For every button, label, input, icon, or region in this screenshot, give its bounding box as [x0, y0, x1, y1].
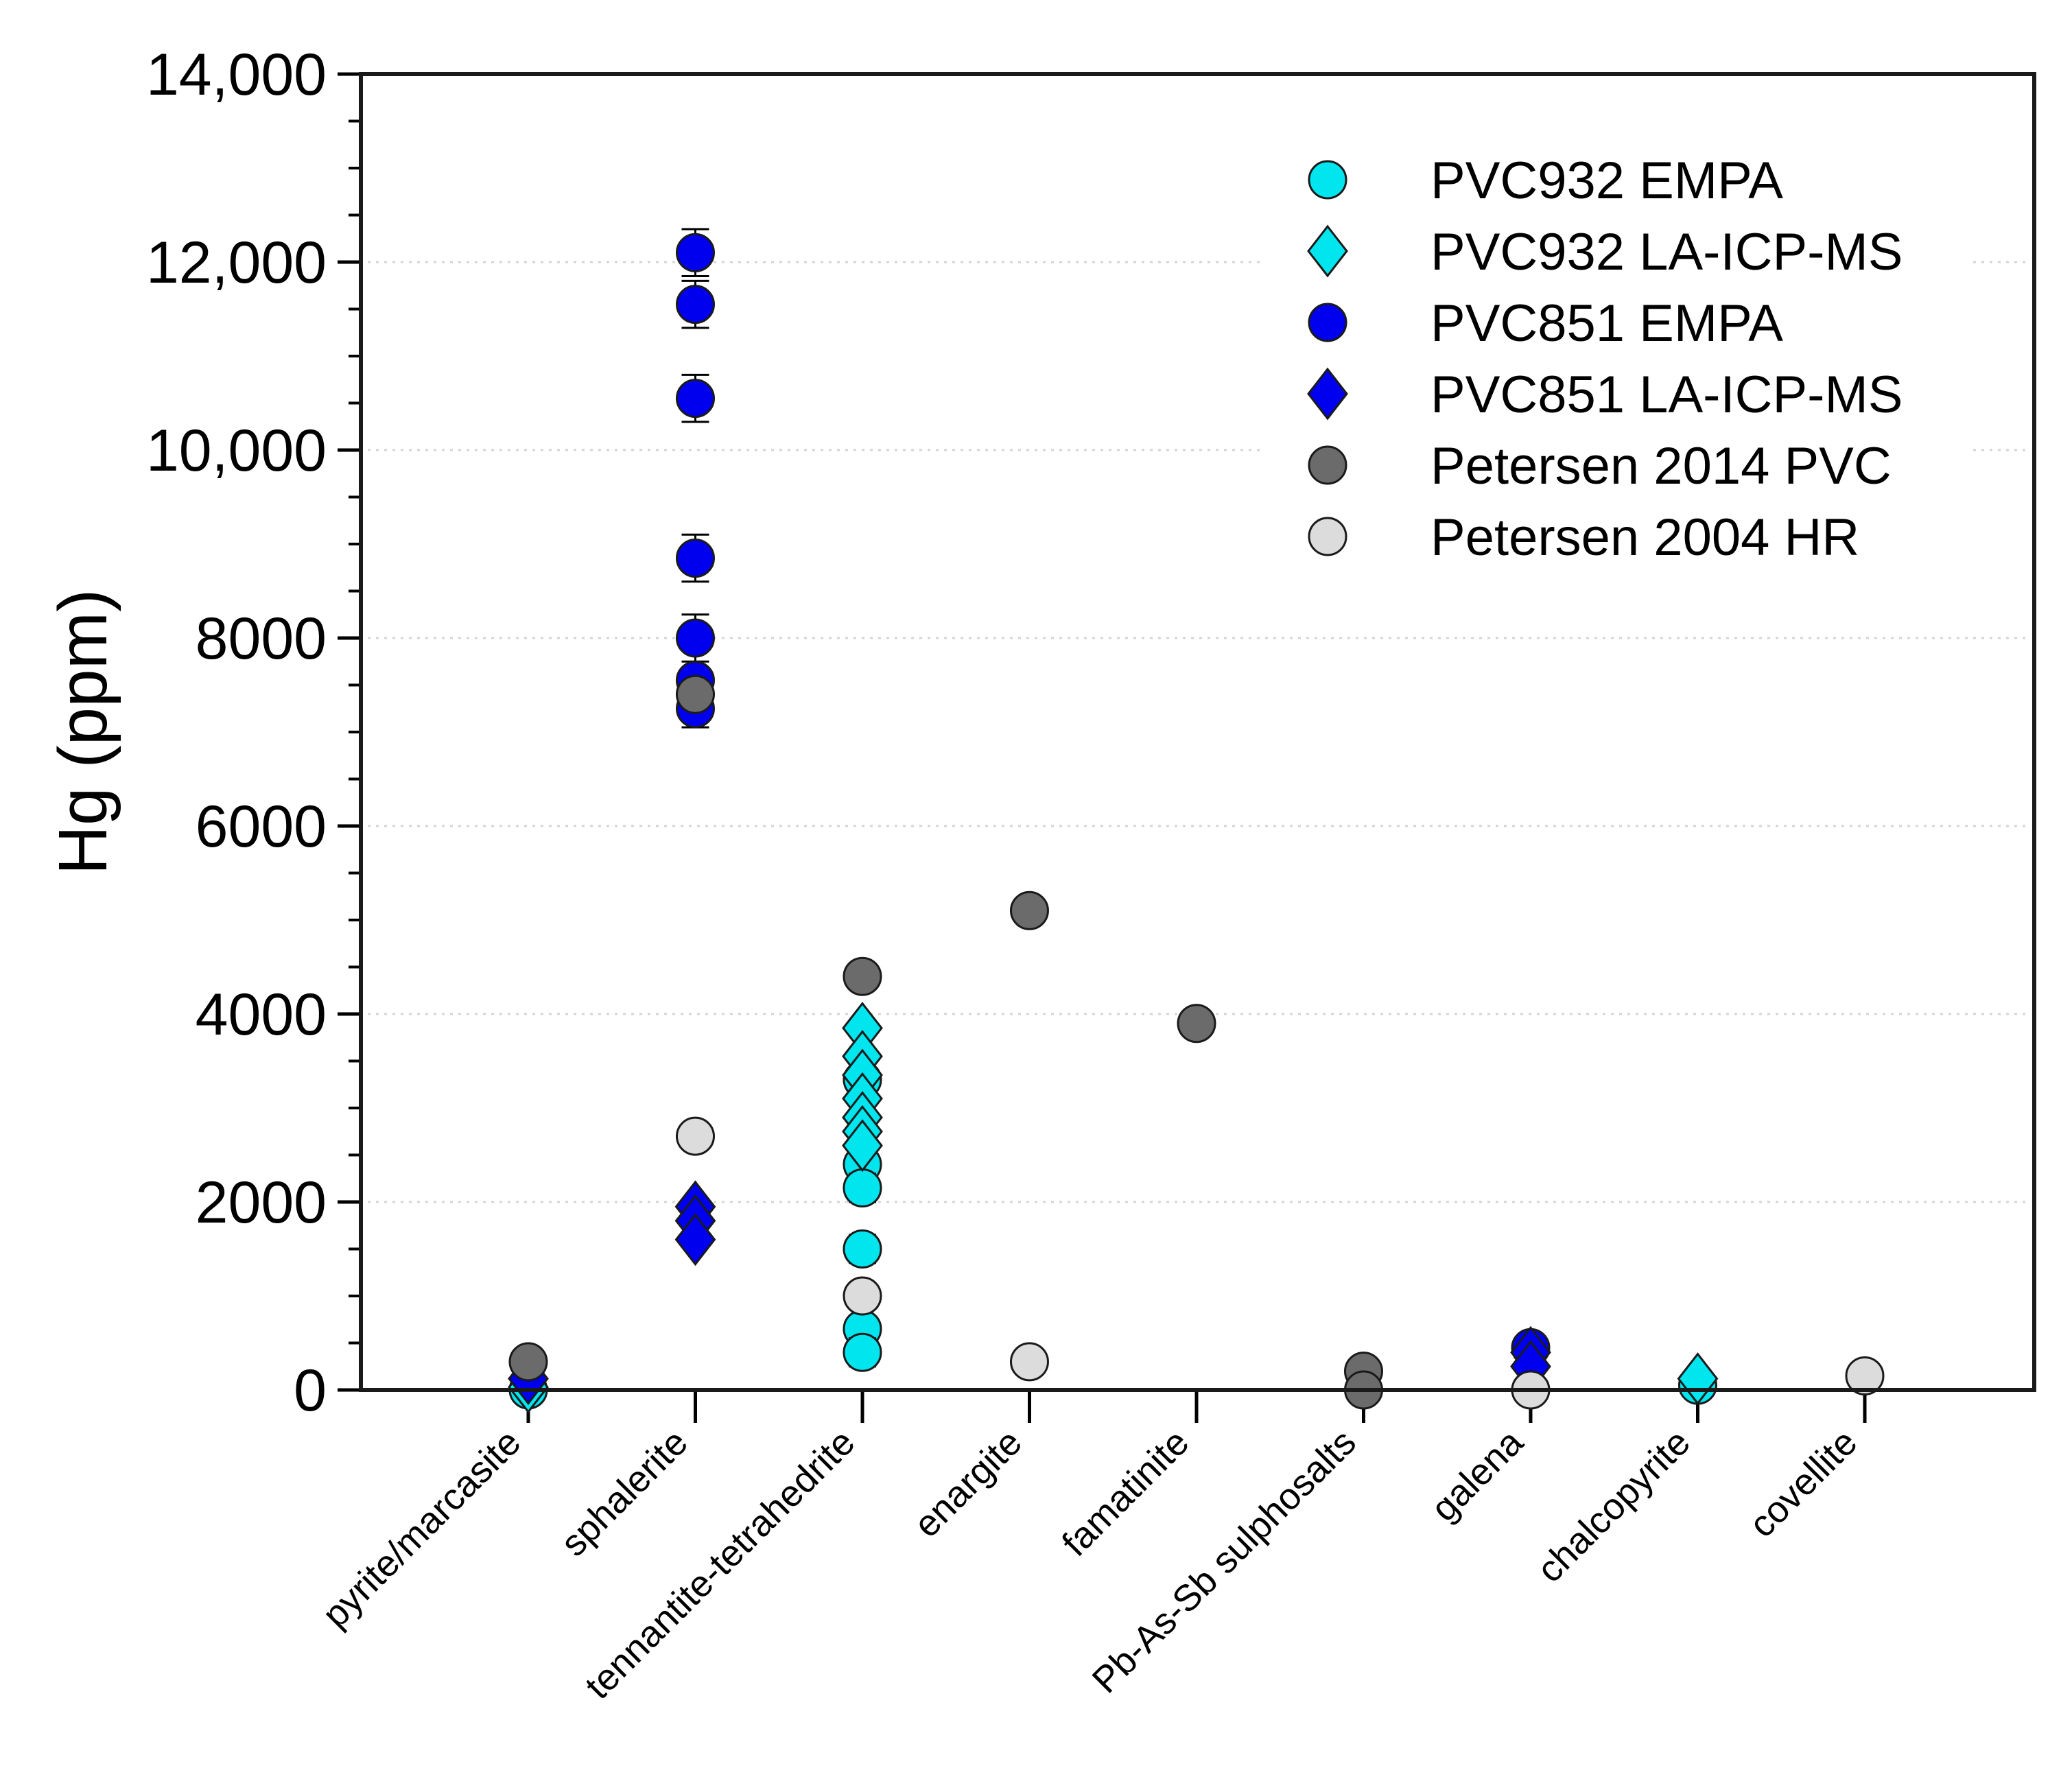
y-tick-label-2000: 2000	[196, 1170, 327, 1236]
legend-marker-pvc932-la-icp-ms	[1307, 224, 1348, 278]
data-point-pvc851-empa	[676, 539, 715, 578]
data-point-pvc851-empa	[676, 285, 715, 325]
y-tick-label-6000: 6000	[196, 794, 327, 860]
y-tick-label-0: 0	[294, 1358, 327, 1424]
legend-label-pvc932-empa: PVC932 EMPA	[1430, 152, 1783, 210]
legend-marker-petersen-2014-pvc	[1308, 445, 1347, 485]
x-tick-label-galena: galena	[1423, 1421, 1531, 1529]
x-tick-label-enargite: enargite	[906, 1422, 1030, 1545]
plot-frame	[359, 72, 2036, 1392]
data-marks	[508, 228, 1885, 1414]
legend-marker-pvc851-la-icp-ms	[1307, 367, 1348, 421]
series-petersen-2004-hr	[676, 1116, 1885, 1410]
series-petersen-2014-pvc	[508, 674, 1383, 1410]
data-point-petersen-2014-pvc	[1010, 891, 1049, 930]
x-tick-label-covellite: covellite	[1741, 1422, 1865, 1545]
data-point-pvc932-empa	[843, 1332, 882, 1372]
y-tick-label-4000: 4000	[196, 982, 327, 1048]
data-point-petersen-2014-pvc	[843, 956, 882, 996]
y-tick-label-8000: 8000	[196, 606, 327, 672]
data-point-pvc932-empa	[843, 1229, 882, 1269]
x-tick-label-famatinite: famatinite	[1055, 1422, 1197, 1564]
data-point-pvc932-empa	[843, 1168, 882, 1207]
data-point-pvc851-empa	[676, 233, 715, 272]
legend-label-pvc851-la-icp-ms: PVC851 LA-ICP-MS	[1430, 366, 1903, 424]
y-tick-label-10000: 10,000	[146, 418, 327, 484]
y-tick-label-14000: 14,000	[146, 42, 327, 108]
data-point-petersen-2004-hr	[1845, 1356, 1885, 1395]
data-point-petersen-2014-pvc	[508, 1342, 548, 1382]
legend-label-pvc932-la-icp-ms: PVC932 LA-ICP-MS	[1430, 223, 1903, 281]
data-point-pvc851-la-icp-ms	[674, 1213, 716, 1266]
data-point-petersen-2004-hr	[676, 1116, 715, 1156]
data-point-pvc932-la-icp-ms	[842, 1119, 883, 1172]
series-pvc932-la-icp-ms	[508, 1002, 1719, 1414]
legend: PVC932 EMPA PVC932 LA-ICP-MS PVC851 EMPA PV…	[1262, 137, 1969, 576]
legend-background	[1262, 137, 1969, 576]
data-point-petersen-2004-hr	[1010, 1342, 1049, 1382]
legend-marker-pvc851-empa	[1308, 303, 1347, 342]
legend-label-pvc851-empa: PVC851 EMPA	[1430, 294, 1783, 353]
x-tick-label-tennantite-tetrahedrite: tennantite-tetrahedrite	[577, 1422, 862, 1707]
x-tick-label-sphalerite: sphalerite	[553, 1422, 696, 1564]
data-point-petersen-2014-pvc	[1177, 1004, 1216, 1044]
y-tick-label-12000: 12,000	[146, 230, 327, 296]
x-tick-label-chalcopyrite: chalcopyrite	[1529, 1422, 1698, 1590]
legend-label-petersen-2004-hr: Petersen 2004 HR	[1430, 508, 1859, 567]
x-axis-ticks: pyrite/marcasite sphaleritetennantite-tet…	[315, 1390, 1867, 1707]
y-axis-ticks: 0 2000 4000 6000 8000 10,000 12,000 14,000	[146, 42, 361, 1424]
data-point-petersen-2014-pvc	[676, 674, 715, 714]
data-point-pvc851-empa	[676, 618, 715, 658]
data-point-petersen-2004-hr	[843, 1276, 882, 1316]
legend-marker-pvc932-empa	[1308, 160, 1347, 200]
x-tick-label-pyrite-marcasite: pyrite/marcasite	[315, 1422, 529, 1636]
data-point-pvc851-empa	[676, 379, 715, 418]
legend-marker-petersen-2004-hr	[1308, 517, 1347, 556]
legend-label-petersen-2014-pvc: Petersen 2014 PVC	[1430, 437, 1892, 495]
y-axis-title: Hg (ppm)	[45, 589, 121, 875]
